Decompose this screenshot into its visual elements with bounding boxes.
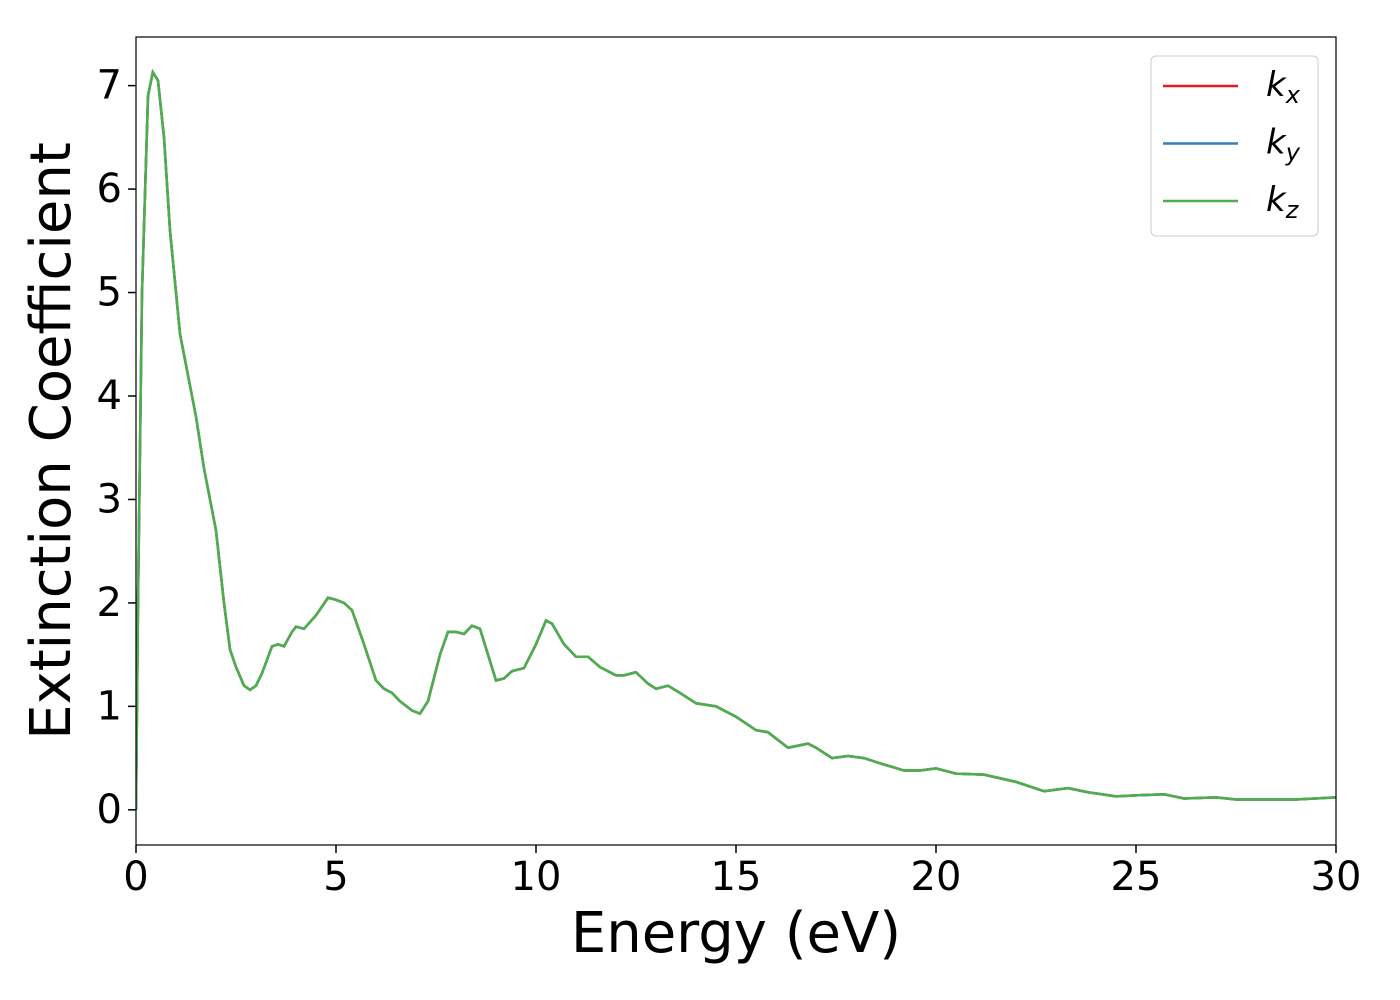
legend-sub: z (1285, 196, 1300, 224)
legend-main: k (1266, 65, 1287, 105)
y-tick-label: 6 (97, 166, 122, 212)
y-tick-label: 3 (97, 476, 122, 522)
legend-sub: y (1285, 139, 1301, 167)
x-tick-label: 25 (1111, 854, 1162, 900)
plot-frame (135, 36, 1337, 846)
y-tick-label: 5 (97, 270, 122, 316)
y-tick-label: 2 (97, 580, 122, 626)
y-tick-label: 1 (97, 683, 122, 729)
x-tick-label: 5 (323, 854, 348, 900)
y-tick-label: 0 (97, 787, 122, 833)
legend-main: k (1266, 122, 1287, 162)
legend-label: kz (1266, 180, 1300, 225)
legend-sub: x (1285, 81, 1301, 109)
legend-main: k (1266, 180, 1287, 220)
x-tick-label: 30 (1311, 854, 1362, 900)
x-tick-label: 10 (511, 854, 562, 900)
x-tick-label: 20 (911, 854, 962, 900)
legend-label: kx (1266, 65, 1301, 110)
x-tick-label: 0 (123, 854, 148, 900)
legend-label: ky (1266, 122, 1301, 167)
y-axis-label: Extinction Coefficient (19, 142, 84, 740)
legend-box (1150, 55, 1319, 237)
y-tick-label: 4 (97, 373, 122, 419)
x-tick-label: 15 (711, 854, 762, 900)
x-axis-label: Energy (eV) (571, 901, 901, 966)
y-tick-label: 7 (97, 63, 122, 109)
series-line (136, 68, 1336, 810)
